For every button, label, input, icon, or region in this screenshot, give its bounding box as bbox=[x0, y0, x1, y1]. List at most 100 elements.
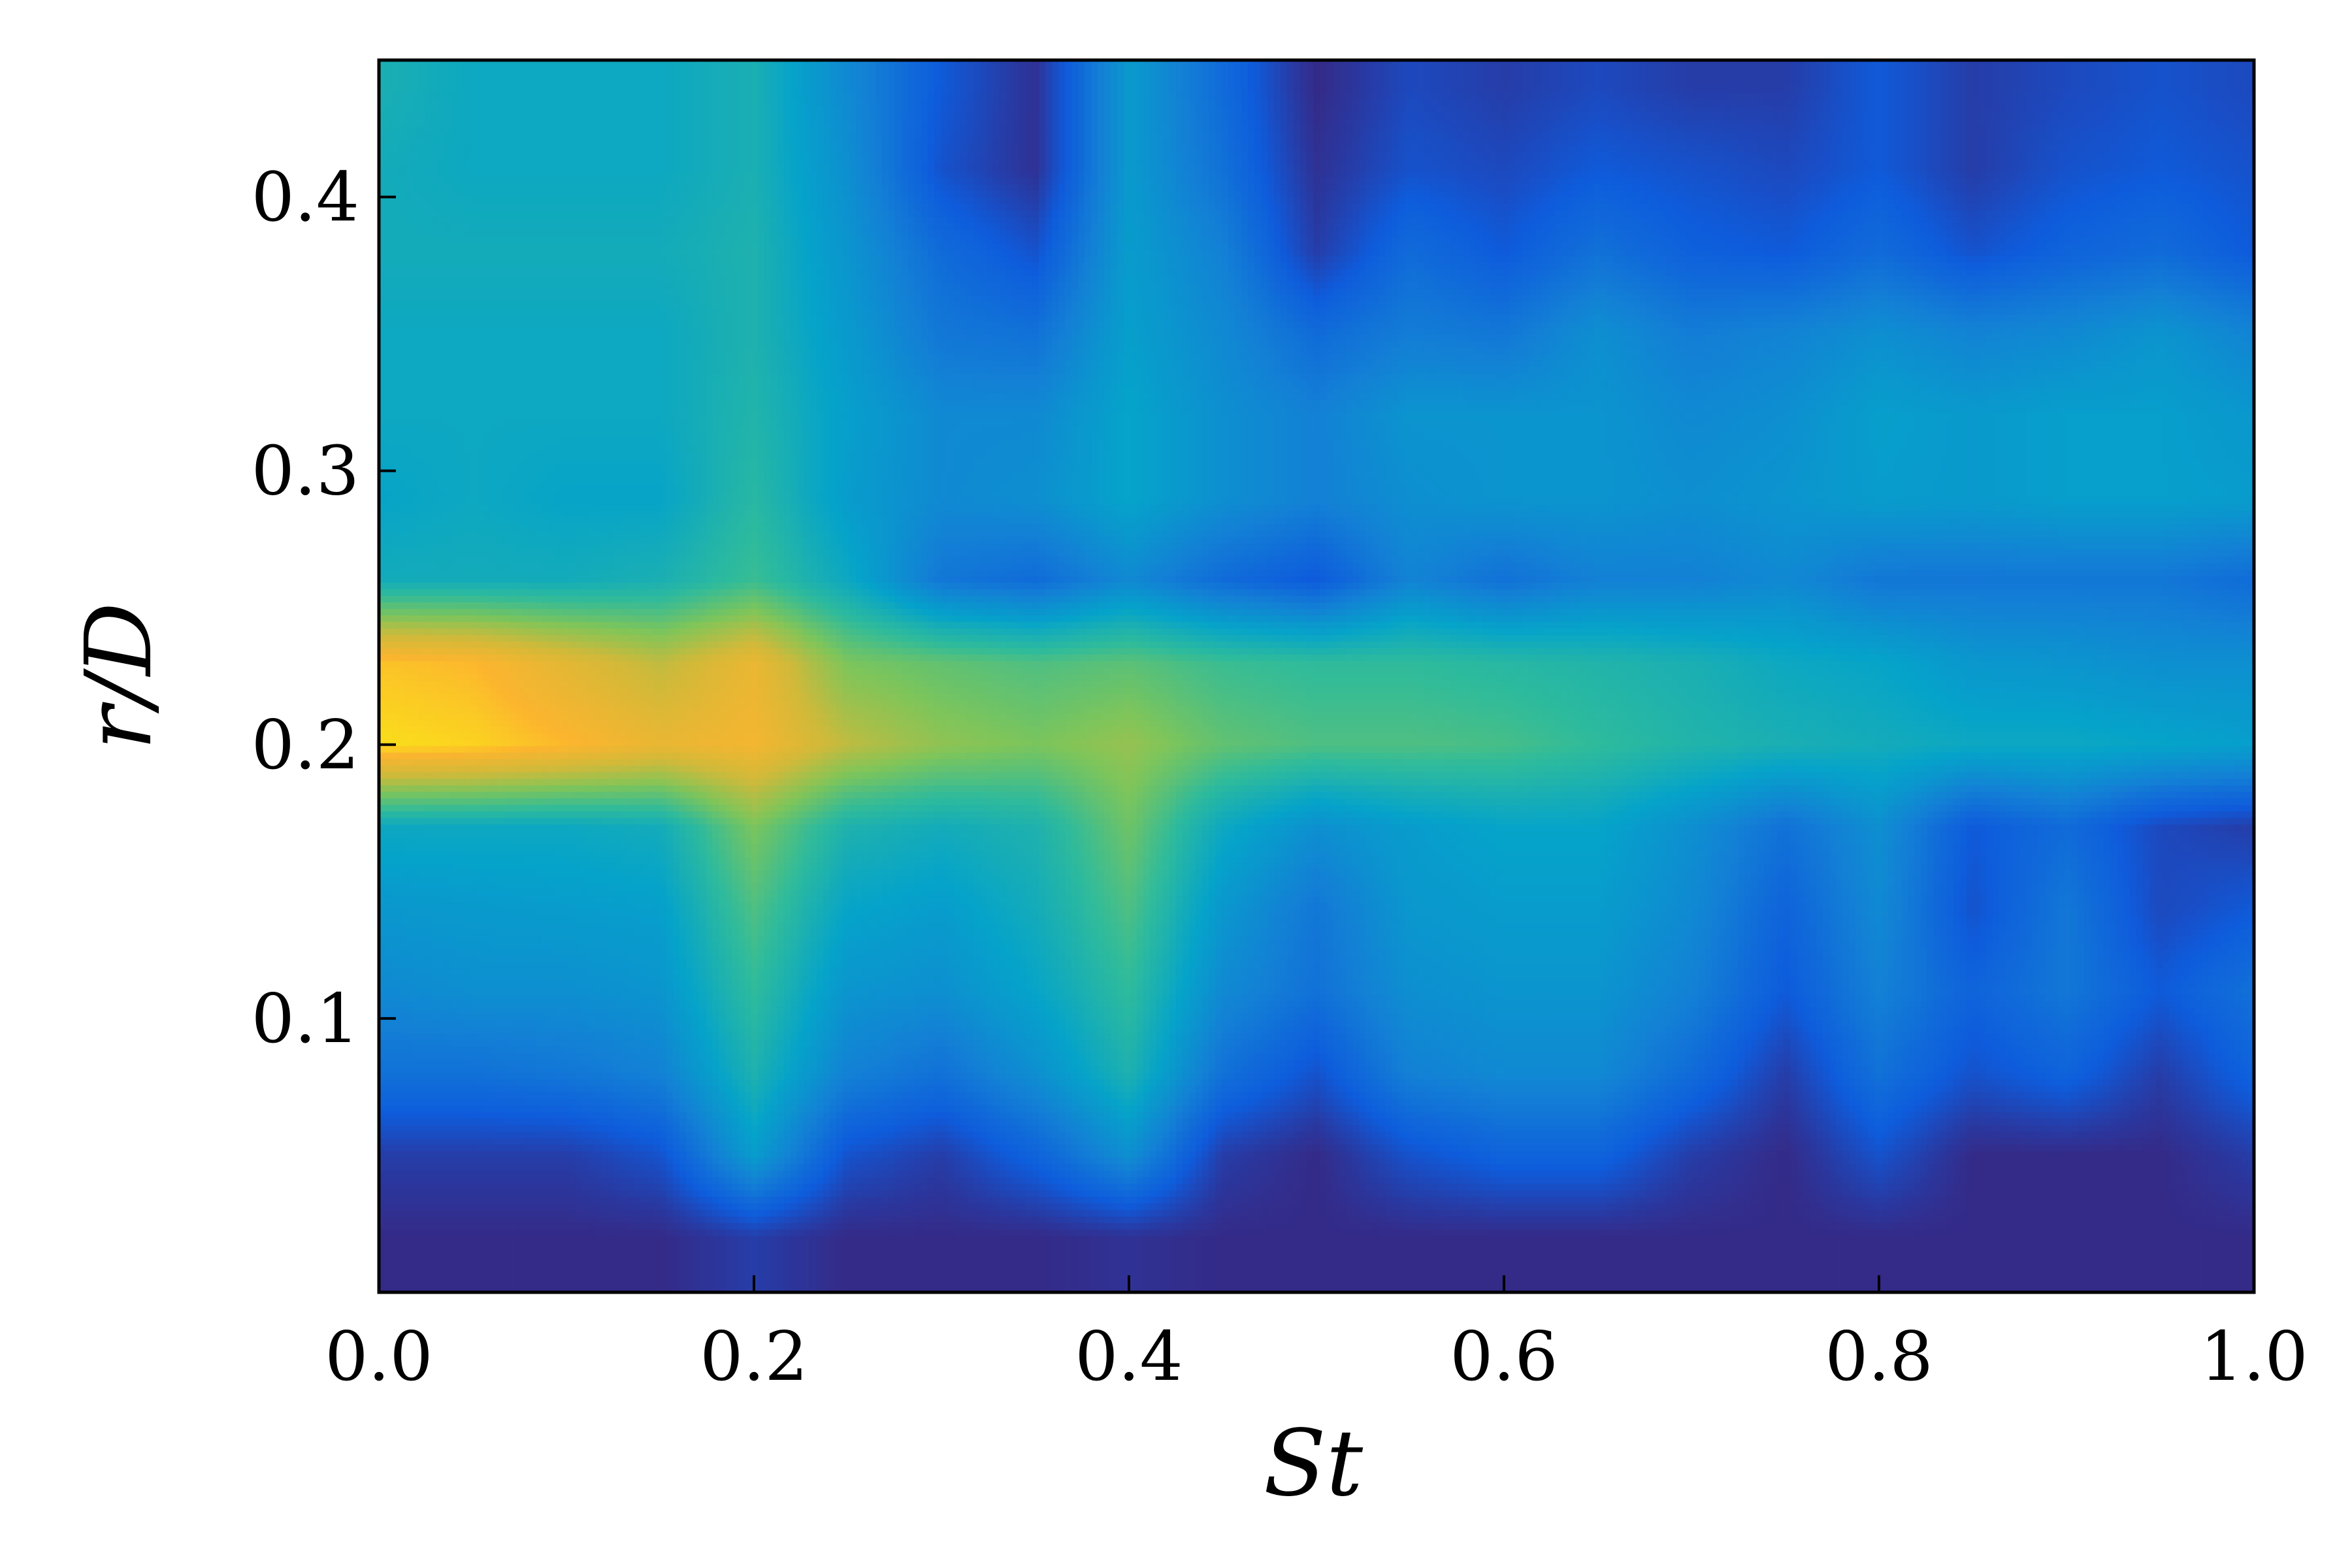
heatmap-raster-wrapper bbox=[379, 60, 2254, 1292]
heatmap-cell bbox=[2019, 704, 2114, 786]
heatmap-cell bbox=[1269, 375, 1364, 457]
heatmap-cell bbox=[1176, 868, 1270, 950]
heatmap-cell bbox=[1739, 704, 1833, 786]
heatmap-cell bbox=[613, 293, 708, 375]
heatmap-cell bbox=[2114, 293, 2208, 375]
heatmap-cell bbox=[1644, 704, 1739, 786]
y-tick-label: 0.1 bbox=[252, 979, 359, 1058]
heatmap-cell bbox=[1457, 704, 1551, 786]
x-tick-label: 0.0 bbox=[325, 1316, 433, 1396]
heatmap-cell bbox=[2019, 211, 2114, 293]
heatmap-cell bbox=[1457, 60, 1551, 129]
heatmap-cell bbox=[1269, 457, 1364, 540]
heatmap-cell bbox=[1644, 539, 1739, 621]
heatmap-cell bbox=[2207, 1115, 2254, 1197]
heatmap-cell bbox=[1644, 375, 1739, 457]
heatmap-cell bbox=[2019, 1115, 2114, 1197]
heatmap-cell bbox=[426, 868, 520, 950]
heatmap-cell bbox=[613, 950, 708, 1032]
heatmap-cell bbox=[1551, 60, 1645, 129]
heatmap-cell bbox=[988, 868, 1083, 950]
heatmap-cell bbox=[988, 1032, 1083, 1115]
heatmap-cell bbox=[1269, 621, 1364, 704]
heatmap-cell bbox=[1082, 1115, 1176, 1197]
heatmap-cell bbox=[1739, 293, 1833, 375]
heatmap-cell bbox=[1269, 129, 1364, 211]
heatmap-cell bbox=[801, 457, 895, 540]
heatmap-cell bbox=[1644, 621, 1739, 704]
heatmap-cell bbox=[1739, 950, 1833, 1032]
heatmap-cell bbox=[1551, 1032, 1645, 1115]
heatmap-cell bbox=[519, 1196, 613, 1292]
heatmap-cell bbox=[426, 1032, 520, 1115]
heatmap-cell bbox=[1364, 1196, 1458, 1292]
heatmap-cell bbox=[1926, 621, 2020, 704]
heatmap-cell bbox=[426, 539, 520, 621]
heatmap-cell bbox=[801, 950, 895, 1032]
heatmap-cell bbox=[1457, 786, 1551, 868]
heatmap-cell bbox=[2114, 868, 2208, 950]
heatmap-cell bbox=[2207, 539, 2254, 621]
heatmap-cell bbox=[1926, 129, 2020, 211]
heatmap-cell bbox=[1364, 375, 1458, 457]
heatmap-cell bbox=[2207, 211, 2254, 293]
heatmap-cell bbox=[519, 1115, 613, 1197]
heatmap-cell bbox=[1457, 129, 1551, 211]
heatmap-cell bbox=[1176, 293, 1270, 375]
heatmap-cell bbox=[1644, 950, 1739, 1032]
heatmap-cell bbox=[1832, 786, 1926, 868]
heatmap-cell bbox=[379, 293, 426, 375]
heatmap-cell bbox=[894, 211, 988, 293]
heatmap-cell bbox=[988, 129, 1083, 211]
heatmap-cell bbox=[988, 539, 1083, 621]
heatmap-cell bbox=[613, 786, 708, 868]
x-tick-label: 0.6 bbox=[1450, 1316, 1558, 1396]
heatmap-cell bbox=[1644, 1196, 1739, 1292]
heatmap-cell bbox=[1644, 786, 1739, 868]
heatmap-cell bbox=[1082, 293, 1176, 375]
heatmap-cell bbox=[379, 129, 426, 211]
heatmap-cell bbox=[379, 621, 426, 704]
x-tick-label: 1.0 bbox=[2200, 1316, 2308, 1396]
heatmap-cell bbox=[894, 704, 988, 786]
heatmap-cell bbox=[1926, 293, 2020, 375]
heatmap-cell bbox=[1176, 539, 1270, 621]
heatmap-cell bbox=[894, 60, 988, 129]
heatmap-cell bbox=[894, 950, 988, 1032]
heatmap-cell bbox=[988, 60, 1083, 129]
heatmap-cell bbox=[1739, 60, 1833, 129]
heatmap-cell bbox=[2207, 1032, 2254, 1115]
heatmap-cell bbox=[894, 539, 988, 621]
heatmap-cell bbox=[1832, 211, 1926, 293]
heatmap-cell bbox=[1457, 293, 1551, 375]
heatmap-cell bbox=[1269, 293, 1364, 375]
heatmap-cell bbox=[1176, 129, 1270, 211]
heatmap-cell bbox=[1832, 129, 1926, 211]
heatmap-cell bbox=[1644, 293, 1739, 375]
heatmap-cell bbox=[426, 621, 520, 704]
heatmap-cell bbox=[707, 293, 801, 375]
heatmap-cell bbox=[801, 129, 895, 211]
heatmap-cell bbox=[801, 211, 895, 293]
heatmap-cell bbox=[2019, 621, 2114, 704]
heatmap-cell bbox=[1644, 1032, 1739, 1115]
heatmap-cell bbox=[1176, 621, 1270, 704]
heatmap-cell bbox=[1082, 457, 1176, 540]
heatmap-cell bbox=[1832, 60, 1926, 129]
heatmap-cell bbox=[613, 457, 708, 540]
heatmap-cell bbox=[801, 868, 895, 950]
heatmap-cell bbox=[1832, 868, 1926, 950]
heatmap-cell bbox=[1926, 539, 2020, 621]
heatmap-cell bbox=[1176, 1032, 1270, 1115]
heatmap-cell bbox=[1457, 539, 1551, 621]
heatmap-cell bbox=[801, 293, 895, 375]
heatmap-cell bbox=[707, 457, 801, 540]
heatmap-cell bbox=[2207, 129, 2254, 211]
heatmap-cell bbox=[894, 1196, 988, 1292]
heatmap-cell bbox=[1739, 211, 1833, 293]
heatmap-cell bbox=[519, 60, 613, 129]
heatmap-cell bbox=[1364, 1115, 1458, 1197]
heatmap-cell bbox=[707, 786, 801, 868]
heatmap-cell bbox=[379, 375, 426, 457]
heatmap-cell bbox=[1176, 704, 1270, 786]
